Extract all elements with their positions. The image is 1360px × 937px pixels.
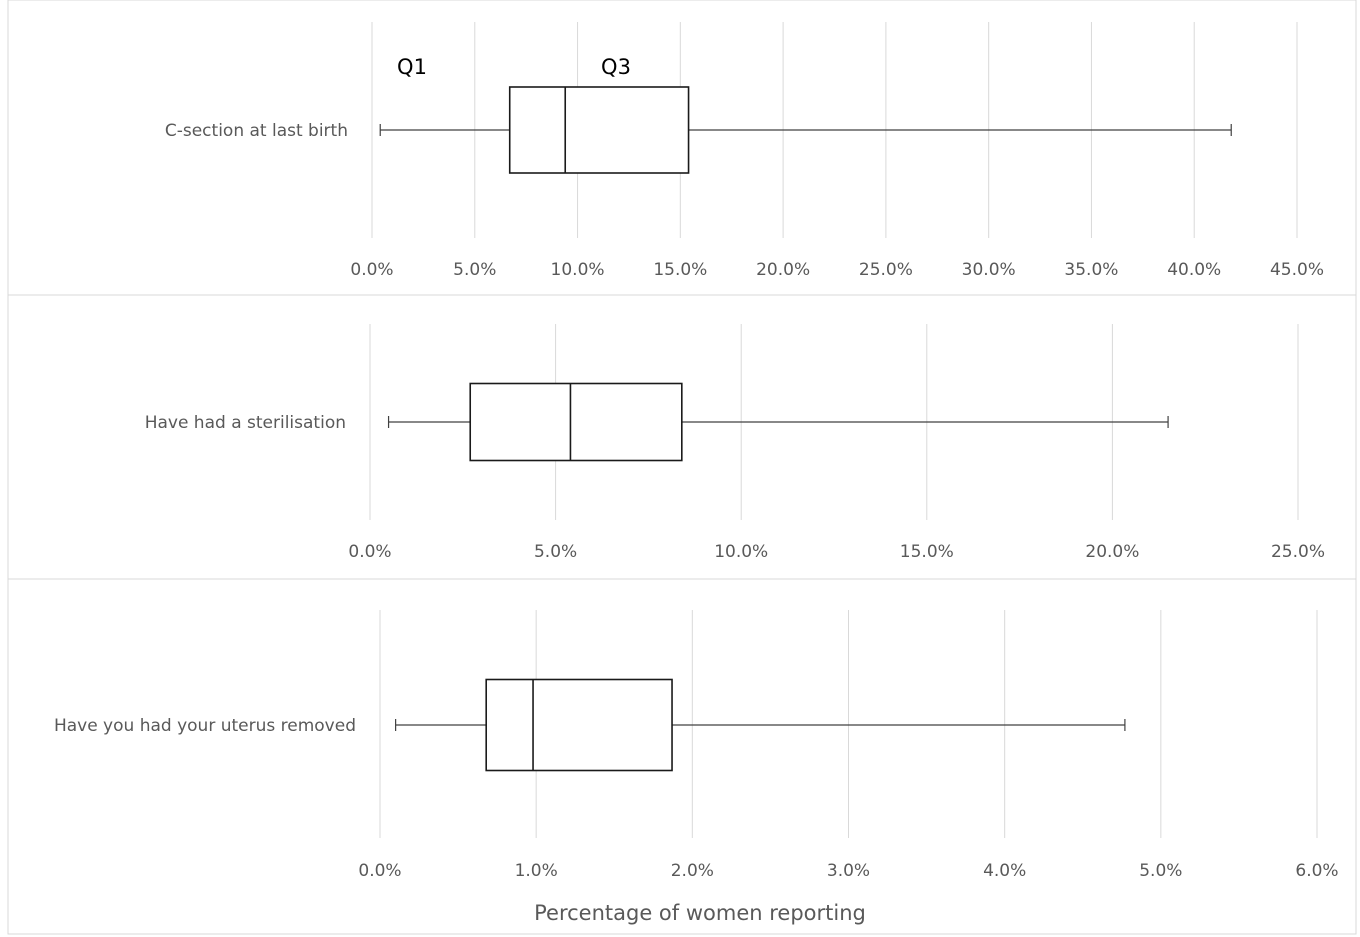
x-tick-label: 3.0% [827, 861, 870, 881]
annotation-q1: Q1 [397, 55, 427, 79]
x-tick-label: 20.0% [1085, 542, 1139, 562]
iqr-box [485, 678, 673, 772]
category-label: Have had a sterilisation [145, 413, 346, 433]
x-tick-label: 0.0% [358, 861, 401, 881]
x-tick-label: 5.0% [534, 542, 577, 562]
x-tick-label: 5.0% [453, 260, 496, 280]
x-tick-label: 30.0% [962, 260, 1016, 280]
x-tick-label: 25.0% [859, 260, 913, 280]
x-tick-label: 45.0% [1270, 260, 1324, 280]
panels-layer: 0.0% 5.0% 10.0% 15.0% 20.0% 25.0% 30.0% 35.0% 40… [7, 0, 1357, 935]
x-axis-label: Percentage of women reporting [534, 901, 866, 925]
category-label: Have you had your uterus removed [54, 716, 356, 736]
x-tick-label: 0.0% [350, 260, 393, 280]
panel-2: 0.0% 5.0% 10.0% 15.0% 20.0% 25.0% Have had a s… [7, 294, 1357, 580]
x-tick-label: 6.0% [1295, 861, 1338, 881]
annotation-q3: Q3 [601, 55, 631, 79]
x-tick-label: 35.0% [1064, 260, 1118, 280]
x-tick-label: 0.0% [348, 542, 391, 562]
category-label: C-section at last birth [165, 121, 348, 141]
x-tick-label: 10.0% [551, 260, 605, 280]
x-tick-label: 2.0% [671, 861, 714, 881]
x-tick-label: 5.0% [1139, 861, 1182, 881]
x-tick-label: 1.0% [515, 861, 558, 881]
x-tick-label: 40.0% [1167, 260, 1221, 280]
x-tick-label: 10.0% [714, 542, 768, 562]
iqr-box [508, 86, 690, 174]
x-tick-label: 25.0% [1271, 542, 1325, 562]
panel-1: 0.0% 5.0% 10.0% 15.0% 20.0% 25.0% 30.0% 35.0% 40… [7, 0, 1357, 296]
iqr-box [469, 382, 683, 462]
x-tick-label: 4.0% [983, 861, 1026, 881]
panel-border [7, 578, 1357, 935]
x-tick-label: 20.0% [756, 260, 810, 280]
x-tick-label: 15.0% [900, 542, 954, 562]
panel-3: 0.0% 1.0% 2.0% 3.0% 4.0% 5.0% 6.0% Have you had… [7, 578, 1357, 935]
x-tick-label: 15.0% [653, 260, 707, 280]
